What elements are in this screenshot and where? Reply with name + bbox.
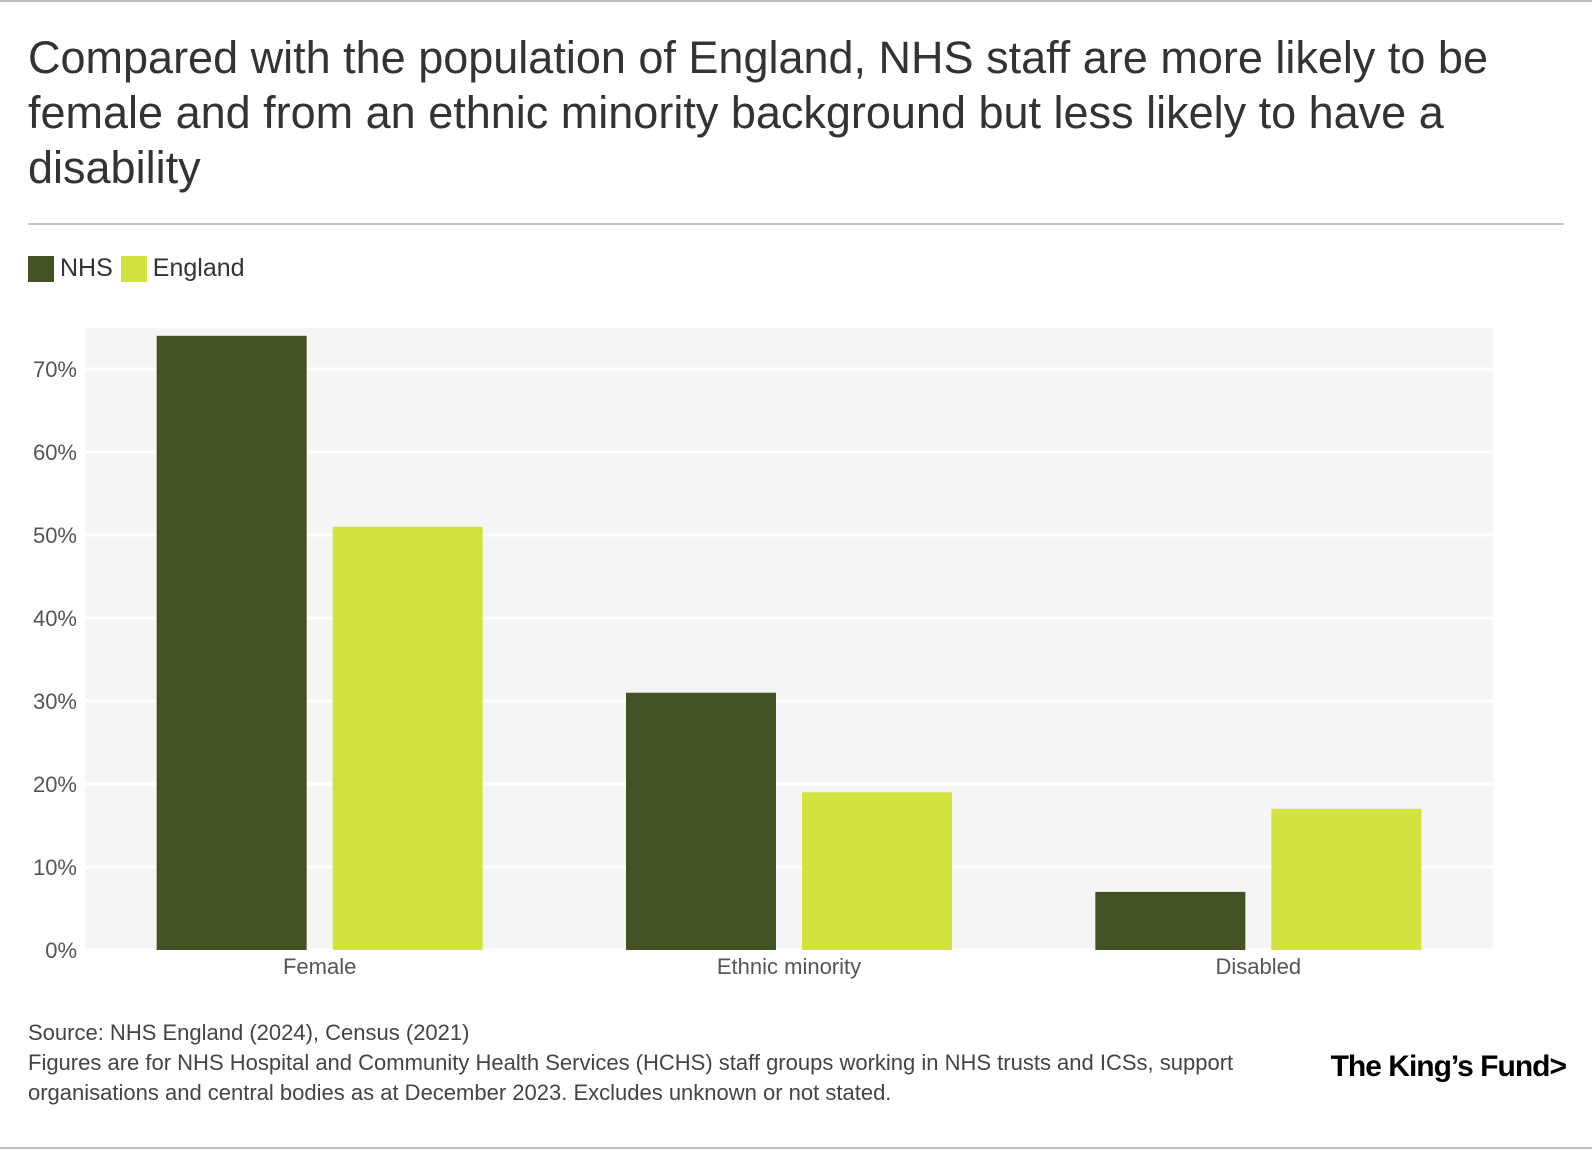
kings-fund-logo: The King’s Fund> — [1330, 1050, 1566, 1084]
y-tick-label: 30% — [33, 689, 77, 714]
legend-label-nhs: NHS — [60, 254, 113, 283]
y-tick-label: 20% — [33, 772, 77, 797]
legend-label-england: England — [153, 254, 245, 283]
bar-nhs-female — [157, 336, 307, 950]
y-tick-label: 60% — [33, 440, 77, 465]
source-note: Source: NHS England (2024), Census (2021… — [28, 1018, 469, 1048]
footnote: Figures are for NHS Hospital and Communi… — [28, 1048, 1258, 1108]
bar-nhs-ethnic-minority — [626, 693, 776, 950]
top-border — [0, 0, 1592, 2]
bar-chart: 0% 10% 20% 30% 40% 50% 60% 70% Female Ethnic mino… — [0, 320, 1592, 1000]
y-tick-label: 10% — [33, 855, 77, 880]
y-tick-label: 50% — [33, 523, 77, 548]
legend-swatch-nhs — [28, 256, 54, 282]
legend-item-nhs: NHS — [28, 254, 113, 283]
bar-england-disabled — [1271, 809, 1421, 950]
y-tick-label: 40% — [33, 606, 77, 631]
legend-swatch-england — [121, 256, 147, 282]
legend-item-england: England — [121, 254, 245, 283]
x-tick-label: Ethnic minority — [717, 954, 861, 979]
y-tick-label: 70% — [33, 357, 77, 382]
chart-title: Compared with the population of England,… — [28, 30, 1568, 195]
bar-england-ethnic-minority — [802, 792, 952, 950]
x-tick-label: Female — [283, 954, 356, 979]
y-tick-label: 0% — [45, 938, 77, 963]
x-tick-label: Disabled — [1216, 954, 1302, 979]
bottom-border — [0, 1147, 1592, 1149]
legend: NHS England — [28, 254, 253, 283]
bar-nhs-disabled — [1095, 892, 1245, 950]
bar-england-female — [333, 527, 483, 950]
title-divider — [28, 223, 1564, 225]
